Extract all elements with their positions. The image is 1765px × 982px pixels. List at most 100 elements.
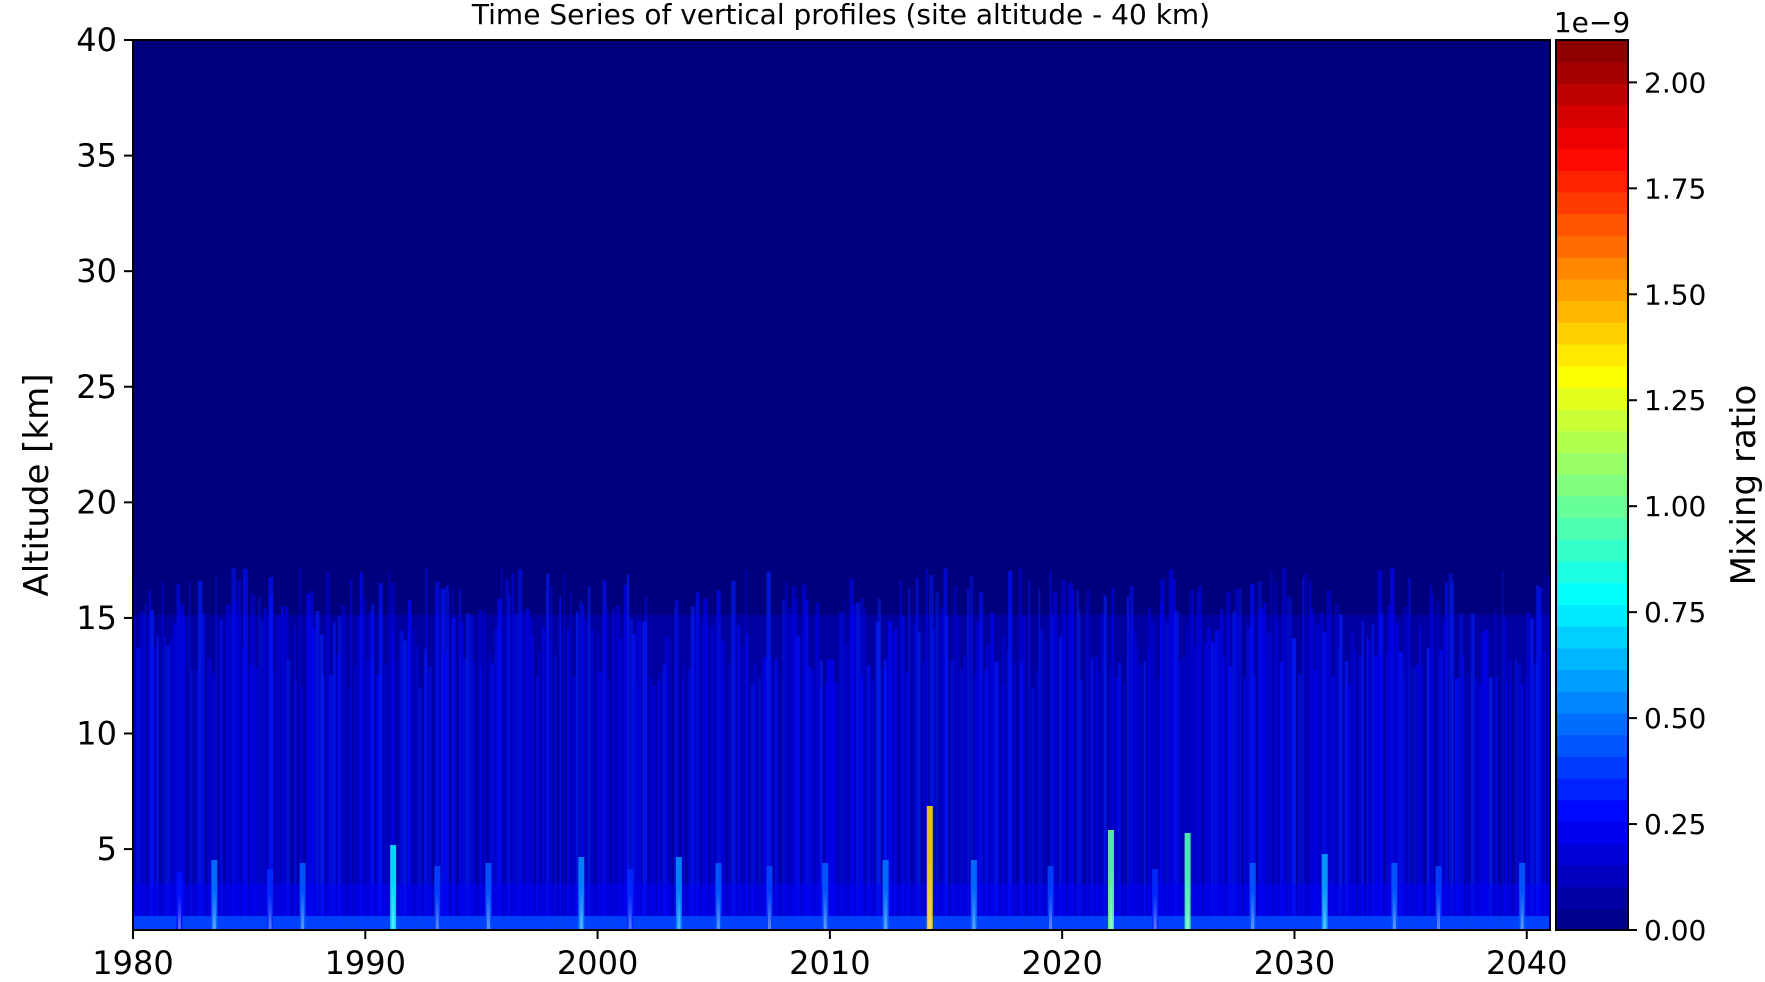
- plume: [202, 613, 206, 930]
- plume: [1431, 595, 1434, 930]
- colorbar-band: [1556, 278, 1628, 302]
- plume: [1156, 678, 1160, 930]
- colorbar-band: [1556, 409, 1628, 432]
- plume: [753, 662, 757, 930]
- plume: [683, 663, 685, 930]
- colorbar-band: [1556, 864, 1628, 888]
- plume: [751, 682, 756, 930]
- plume: [1100, 611, 1104, 930]
- plume: [1238, 588, 1242, 930]
- plume: [1488, 677, 1493, 930]
- colorbar-tick-label: 1.75: [1644, 172, 1706, 205]
- plume: [1234, 588, 1239, 930]
- plume: [757, 677, 762, 930]
- plume: [139, 610, 145, 930]
- plume: [1310, 608, 1315, 930]
- x-tick-label: 2000: [557, 944, 638, 982]
- surface-spike-highlight: [972, 888, 976, 930]
- plume: [761, 657, 766, 930]
- colorbar-band: [1556, 669, 1628, 692]
- plume: [894, 627, 897, 930]
- plume: [901, 617, 905, 930]
- plume: [325, 572, 330, 930]
- y-axis: 5 10 15 20 25 30 35 40: [76, 21, 133, 868]
- plume: [642, 621, 647, 930]
- plume: [546, 573, 550, 930]
- plume: [1543, 652, 1547, 930]
- plume: [877, 598, 881, 930]
- plume: [604, 606, 608, 930]
- plume: [815, 602, 820, 930]
- plume: [618, 638, 623, 930]
- plume: [403, 640, 408, 930]
- plume: [179, 604, 185, 930]
- chart-title: Time Series of vertical profiles (site a…: [471, 0, 1210, 31]
- colorbar-band: [1556, 170, 1628, 193]
- plume: [860, 598, 864, 930]
- plume: [1326, 590, 1332, 930]
- colorbar-tick-label: 0.00: [1644, 914, 1706, 947]
- colorbar-ticks: 0.00 0.25 0.50 0.75 1.00 1.25 1.50 1.75 2.00: [1628, 66, 1706, 947]
- plume: [1031, 687, 1035, 930]
- plume: [1395, 623, 1400, 930]
- plume: [176, 583, 181, 930]
- plume: [764, 656, 768, 930]
- plume: [347, 687, 350, 930]
- colorbar-band: [1556, 886, 1628, 909]
- plume: [466, 613, 470, 930]
- colorbar-tick-label: 2.00: [1644, 66, 1706, 99]
- plume: [1134, 645, 1138, 930]
- plume: [1194, 644, 1197, 930]
- plume: [963, 655, 967, 930]
- plume: [1530, 618, 1534, 930]
- plume: [1418, 625, 1421, 930]
- surface-spike-highlight: [212, 888, 216, 930]
- plume: [1403, 606, 1409, 930]
- plume: [710, 628, 714, 930]
- colorbar-band: [1556, 235, 1628, 258]
- plume: [929, 575, 934, 930]
- plume: [1350, 630, 1355, 930]
- plume: [1232, 611, 1237, 930]
- plume: [669, 640, 672, 930]
- plume: [1334, 603, 1340, 930]
- plume: [225, 604, 231, 930]
- plume: [500, 567, 503, 930]
- plume: [1079, 679, 1083, 930]
- plume: [1251, 677, 1256, 930]
- plume: [1426, 648, 1430, 930]
- x-tick-label: 2010: [789, 944, 870, 982]
- plume: [996, 660, 999, 930]
- plume: [286, 659, 291, 930]
- x-tick-label: 1980: [92, 944, 173, 982]
- surface-spike-highlight: [1109, 870, 1113, 930]
- plume: [623, 584, 627, 930]
- plume: [950, 660, 955, 930]
- plume: [1123, 683, 1126, 930]
- plume: [1445, 582, 1448, 930]
- colorbar-scale-note: 1e−9: [1554, 6, 1630, 39]
- plume: [1344, 661, 1349, 930]
- plume: [482, 611, 486, 930]
- colorbar-tick-label: 0.75: [1644, 596, 1706, 629]
- plume: [1484, 629, 1489, 930]
- colorbar-band: [1556, 799, 1628, 823]
- plume: [1379, 612, 1384, 930]
- colorbar-band: [1556, 300, 1628, 323]
- plume: [1035, 671, 1039, 930]
- plume: [1508, 659, 1512, 930]
- plume: [629, 619, 634, 930]
- plume: [550, 586, 553, 930]
- plume: [469, 615, 474, 930]
- plume: [1090, 657, 1094, 930]
- plume: [1266, 632, 1272, 930]
- colorbar-band: [1556, 430, 1628, 454]
- plume: [1386, 605, 1392, 930]
- plume: [1040, 630, 1043, 930]
- plume: [371, 604, 375, 930]
- plume: [508, 593, 511, 930]
- plume: [1181, 657, 1186, 930]
- plume: [490, 663, 494, 930]
- plume: [966, 589, 970, 930]
- plume: [722, 677, 725, 930]
